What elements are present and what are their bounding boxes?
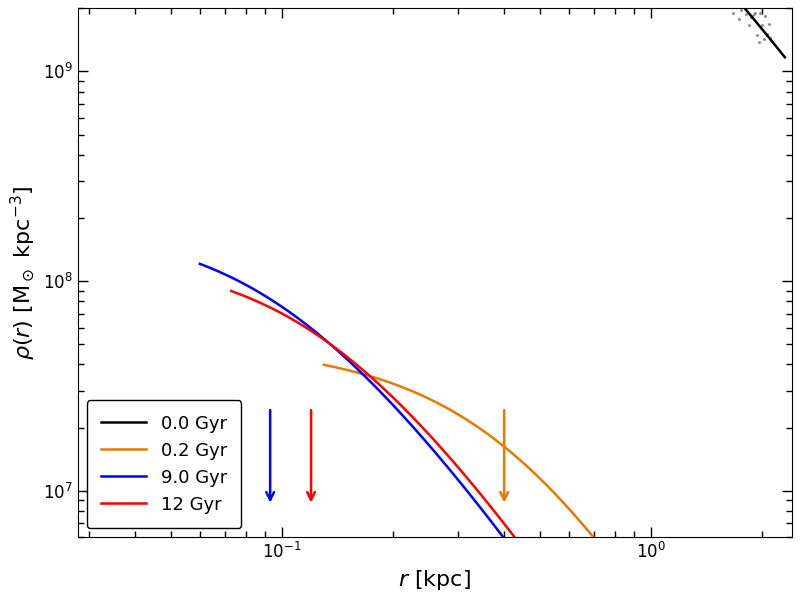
Legend: 0.0 Gyr, 0.2 Gyr, 9.0 Gyr, 12 Gyr: 0.0 Gyr, 0.2 Gyr, 9.0 Gyr, 12 Gyr	[86, 400, 242, 528]
Point	[747, 9, 760, 19]
Point	[764, 34, 777, 43]
Point	[750, 31, 763, 40]
Point	[741, 0, 754, 10]
Point	[739, 10, 752, 19]
Point	[733, 14, 746, 24]
Y-axis label: $\rho(r)$ [M$_\odot$ kpc$^{-3}$]: $\rho(r)$ [M$_\odot$ kpc$^{-3}$]	[8, 185, 38, 360]
Point	[758, 34, 770, 44]
Point	[738, 2, 750, 12]
Point	[754, 8, 767, 18]
Point	[749, 8, 762, 18]
X-axis label: $r$ [kpc]: $r$ [kpc]	[398, 568, 471, 592]
Point	[762, 19, 775, 29]
Point	[744, 12, 757, 22]
Point	[761, 29, 774, 38]
Point	[756, 20, 769, 30]
Point	[752, 37, 765, 47]
Point	[730, 0, 742, 4]
Point	[759, 11, 772, 21]
Point	[725, 0, 738, 2]
Point	[719, 0, 732, 5]
Point	[736, 1, 749, 10]
Point	[746, 11, 758, 21]
Point	[734, 5, 747, 15]
Point	[726, 8, 739, 17]
Point	[742, 20, 755, 30]
